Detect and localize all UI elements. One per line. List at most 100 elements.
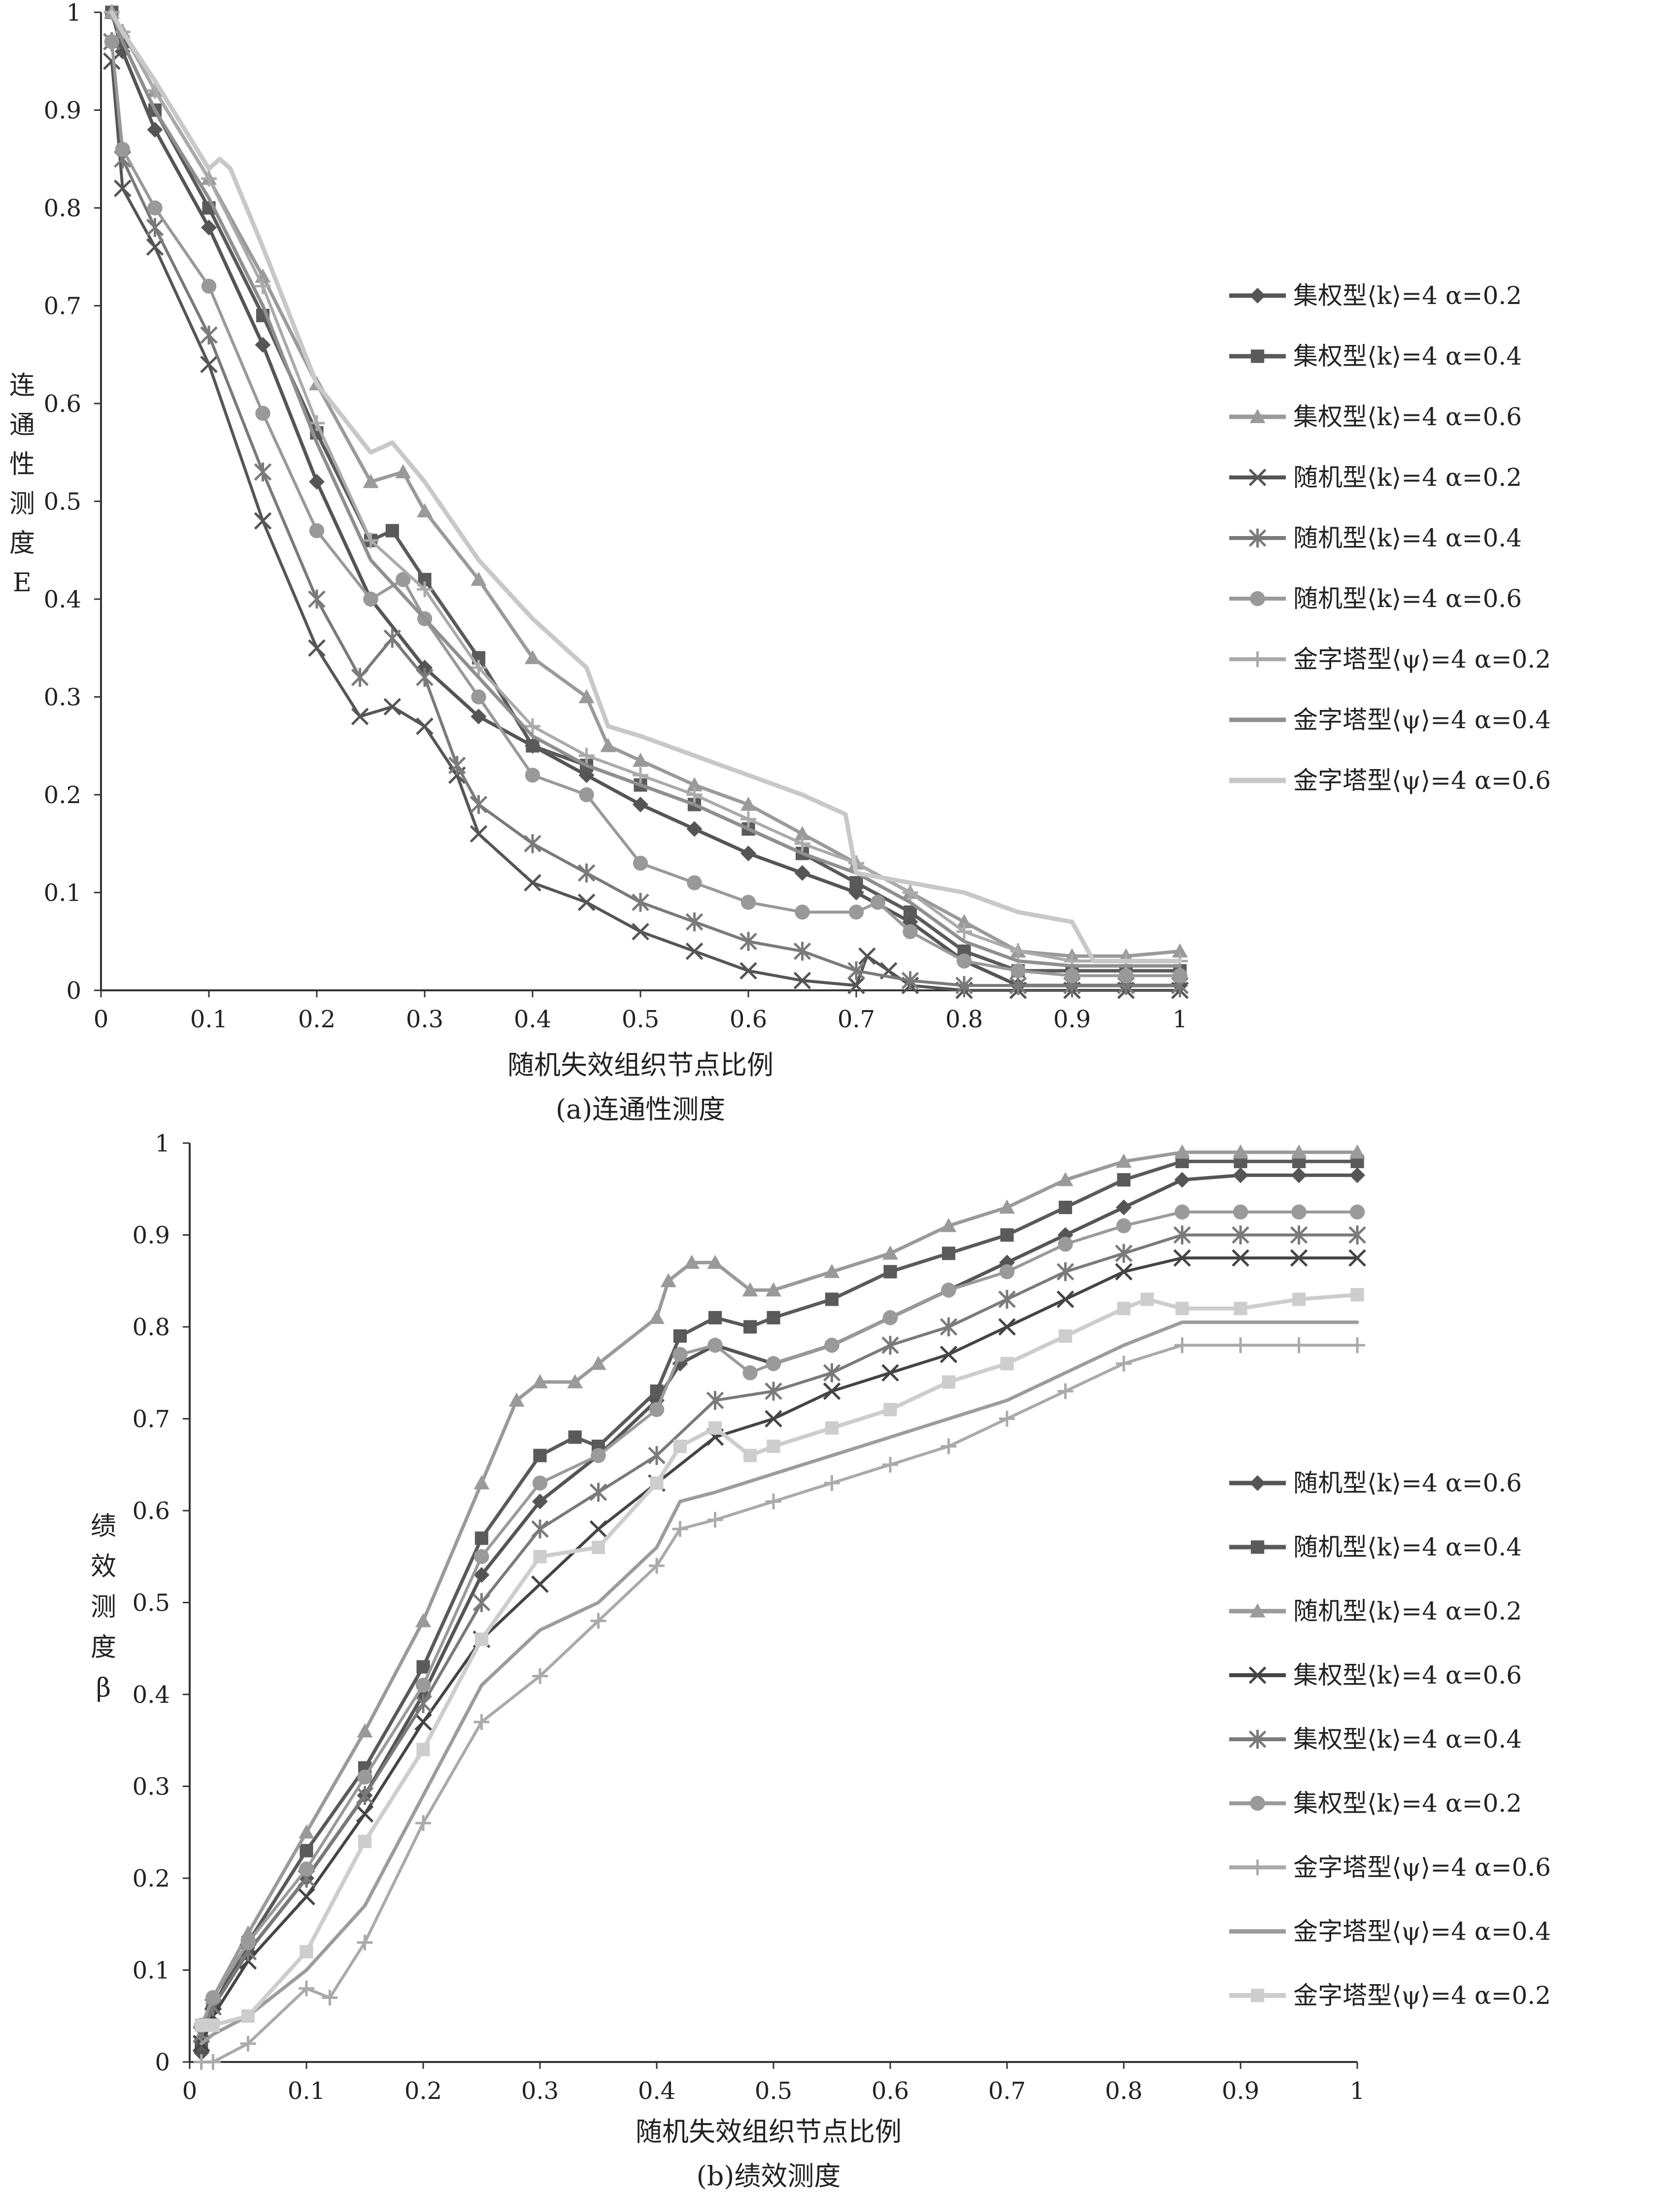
series-line bbox=[200, 1256, 1359, 2045]
data-point bbox=[766, 1493, 781, 1510]
x-tick-label: 0.3 bbox=[521, 2077, 559, 2105]
data-point bbox=[870, 895, 886, 910]
data-point bbox=[532, 1475, 548, 1491]
series-1 bbox=[193, 1167, 1365, 2061]
data-point bbox=[591, 1541, 605, 1554]
data-point bbox=[383, 629, 402, 648]
data-point bbox=[416, 1660, 430, 1674]
legend-item: 随机型⟨k⟩=4 α=0.6 bbox=[1229, 584, 1522, 613]
data-point bbox=[1348, 1225, 1366, 1245]
data-point bbox=[600, 738, 616, 752]
data-point bbox=[525, 768, 540, 783]
data-point bbox=[114, 179, 132, 198]
legend-marker bbox=[1249, 1475, 1266, 1491]
data-point bbox=[740, 845, 756, 862]
data-point bbox=[1058, 1200, 1073, 1215]
data-point bbox=[357, 1934, 373, 1951]
legend-item: 随机型⟨k⟩=4 α=0.6 bbox=[1229, 1469, 1522, 1497]
data-point bbox=[1233, 1337, 1248, 1353]
data-point bbox=[848, 905, 864, 920]
y-tick-label: 0.9 bbox=[44, 97, 81, 125]
data-point bbox=[414, 1713, 432, 1731]
data-point bbox=[823, 1363, 841, 1383]
data-point bbox=[824, 1264, 840, 1278]
data-point bbox=[414, 1694, 432, 1713]
series-2 bbox=[105, 5, 1187, 978]
data-point bbox=[882, 1310, 898, 1325]
data-point bbox=[1057, 1172, 1074, 1186]
data-point bbox=[308, 589, 326, 609]
data-point bbox=[415, 1613, 431, 1627]
data-point bbox=[1175, 1302, 1189, 1316]
data-point bbox=[999, 1264, 1015, 1280]
data-point bbox=[300, 1945, 313, 1959]
data-point bbox=[794, 826, 810, 841]
data-point bbox=[531, 1520, 549, 1539]
data-point bbox=[633, 767, 648, 783]
data-point bbox=[765, 1410, 782, 1428]
legend-marker bbox=[1249, 409, 1266, 423]
legend-item: 金字塔型⟨ψ⟩=4 α=0.2 bbox=[1229, 1981, 1551, 2010]
data-point bbox=[902, 884, 918, 901]
data-point bbox=[351, 708, 369, 725]
data-point bbox=[708, 1311, 722, 1324]
data-point bbox=[533, 1550, 547, 1563]
data-point bbox=[531, 1575, 549, 1593]
data-point bbox=[416, 717, 434, 735]
data-point bbox=[824, 1475, 840, 1491]
data-point bbox=[416, 668, 434, 687]
chart-connectivity: 0 0.1 0.2 0.3 0.4 0.5 0.6 0.7 0.8 0.9 1 0 0.1 0.2 0.3 0… bbox=[9, 0, 1551, 1125]
x-tick-label: 1 bbox=[1173, 1006, 1188, 1033]
data-point bbox=[298, 1888, 315, 1906]
series-line bbox=[200, 1320, 1359, 2046]
legend-item: 金字塔型⟨ψ⟩=4 α=0.6 bbox=[1229, 1853, 1551, 1882]
x-axis-label: 随机失效组织节点比例 bbox=[507, 1049, 773, 1081]
legend-label: 集权型⟨k⟩=4 α=0.4 bbox=[1293, 342, 1522, 371]
data-point bbox=[1292, 1292, 1306, 1306]
x-tick-label: 0.2 bbox=[298, 1006, 336, 1033]
data-point bbox=[1234, 1302, 1247, 1316]
x-tick-label: 0.9 bbox=[1053, 1006, 1091, 1033]
data-point bbox=[632, 923, 649, 941]
data-point bbox=[1291, 1167, 1307, 1183]
series-line bbox=[200, 1150, 1359, 2036]
data-point bbox=[322, 1990, 338, 2006]
x-tick-label: 0.2 bbox=[404, 2077, 442, 2105]
data-point bbox=[1291, 1204, 1307, 1220]
data-point bbox=[240, 2035, 256, 2052]
y-tick-label: 0.6 bbox=[133, 1497, 170, 1525]
legend-marker bbox=[1250, 1540, 1265, 1554]
data-point bbox=[416, 1743, 430, 1757]
data-point bbox=[589, 1520, 607, 1538]
data-point bbox=[956, 914, 972, 928]
data-point bbox=[472, 1593, 491, 1612]
legend-marker bbox=[1249, 651, 1266, 667]
data-point bbox=[648, 1446, 666, 1465]
data-point bbox=[825, 1292, 839, 1306]
data-point bbox=[201, 278, 217, 294]
series-line bbox=[109, 10, 1182, 963]
y-axis-label: 绩效测度 β bbox=[91, 1512, 116, 1703]
legend-marker bbox=[1249, 1859, 1266, 1875]
data-point bbox=[882, 1245, 898, 1260]
data-point bbox=[686, 787, 703, 803]
data-point bbox=[740, 796, 756, 811]
legend-label: 集权型⟨k⟩=4 α=0.4 bbox=[1293, 1725, 1522, 1754]
data-point bbox=[955, 976, 973, 995]
data-point bbox=[941, 1283, 956, 1298]
data-point bbox=[1233, 1167, 1248, 1183]
data-point bbox=[740, 811, 756, 827]
data-point bbox=[417, 503, 433, 518]
data-point bbox=[1174, 1172, 1190, 1188]
series-5 bbox=[103, 32, 1189, 995]
data-point bbox=[474, 1632, 489, 1646]
data-point bbox=[793, 942, 811, 961]
data-point bbox=[1350, 1288, 1364, 1302]
y-tick-label: 0.4 bbox=[44, 586, 81, 613]
data-point bbox=[525, 718, 540, 735]
legend-item: 随机型⟨k⟩=4 α=0.2 bbox=[1229, 1597, 1522, 1625]
data-point bbox=[470, 825, 488, 843]
legend-marker bbox=[1249, 288, 1266, 304]
legend-item: 随机型⟨k⟩=4 α=0.4 bbox=[1229, 1533, 1522, 1561]
